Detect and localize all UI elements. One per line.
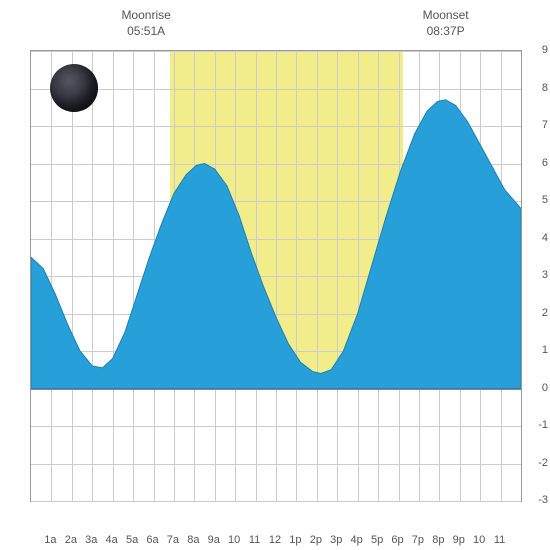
y-tick-label: 2	[542, 307, 548, 319]
y-tick-label: 7	[542, 119, 548, 131]
y-tick-label: -2	[538, 457, 548, 469]
moonrise-time: 05:51A	[121, 24, 170, 40]
x-tick-label: 8a	[187, 534, 199, 546]
x-tick-label: 10	[473, 534, 485, 546]
x-tick-label: 9p	[453, 534, 465, 546]
moonset-header: Moonset 08:37P	[423, 8, 469, 39]
x-tick-label: 8p	[432, 534, 444, 546]
moon-phase-icon	[50, 64, 98, 112]
y-tick-label: 3	[542, 269, 548, 281]
moonset-time: 08:37P	[423, 24, 469, 40]
y-tick-label: -1	[538, 419, 548, 431]
x-tick-label: 11	[249, 534, 260, 546]
y-tick-label: -3	[538, 494, 548, 506]
x-tick-label: 4p	[351, 534, 363, 546]
x-tick-label: 5p	[371, 534, 383, 546]
x-tick-label: 4a	[106, 534, 118, 546]
y-tick-label: 0	[542, 382, 548, 394]
x-tick-label: 6p	[391, 534, 403, 546]
y-tick-label: 6	[542, 157, 548, 169]
x-tick-label: 7a	[167, 534, 179, 546]
tide-area	[31, 51, 521, 501]
x-tick-label: 3a	[85, 534, 97, 546]
x-tick-label: 3p	[330, 534, 342, 546]
moonset-label: Moonset	[423, 8, 469, 24]
y-tick-label: 5	[542, 194, 548, 206]
y-tick-label: 9	[542, 44, 548, 56]
moonrise-header: Moonrise 05:51A	[121, 8, 170, 39]
x-tick-label: 6a	[146, 534, 158, 546]
x-tick-label: 1a	[44, 534, 56, 546]
y-tick-label: 4	[542, 232, 548, 244]
x-tick-label: 1p	[289, 534, 301, 546]
x-tick-label: 12	[269, 534, 281, 546]
x-tick-label: 7p	[412, 534, 424, 546]
x-tick-label: 9a	[208, 534, 220, 546]
plot-area	[30, 50, 522, 502]
x-tick-label: 2p	[310, 534, 322, 546]
tide-chart: Moonrise 05:51A Moonset 08:37P -3-2-1012…	[0, 0, 550, 550]
x-tick-label: 10	[228, 534, 240, 546]
x-tick-label: 2a	[65, 534, 77, 546]
x-tick-label: 11	[494, 534, 505, 546]
x-tick-label: 5a	[126, 534, 138, 546]
y-tick-label: 1	[542, 344, 548, 356]
moonrise-label: Moonrise	[121, 8, 170, 24]
y-tick-label: 8	[542, 82, 548, 94]
